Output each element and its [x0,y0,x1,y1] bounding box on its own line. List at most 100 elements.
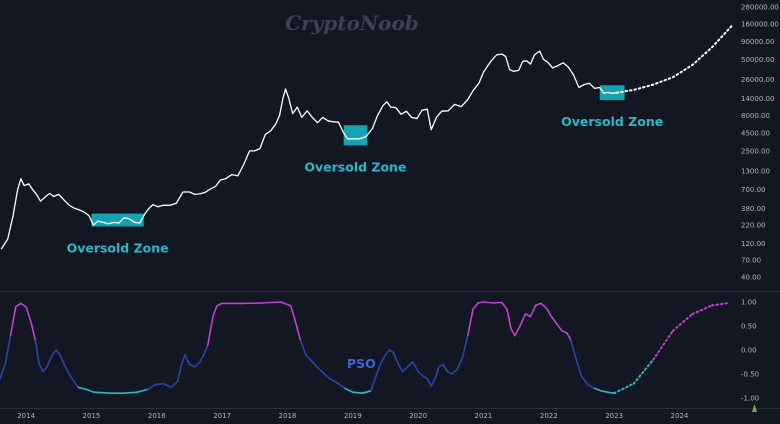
pso-segment-86 [540,302,548,309]
year-tick-2019: 2019 [344,412,362,420]
pso-segment-68 [442,363,449,373]
pso-segment-76 [482,301,495,304]
pso-segment-77 [492,301,503,304]
pso-segment-69 [446,370,453,375]
year-tick-2014: 2014 [17,412,35,420]
oversold-zone-label-2: Oversold Zone [304,159,406,174]
pso-tick-3: -0.50 [741,371,759,379]
price-tick-3: 50000.00 [741,56,774,64]
pso-segment-40 [289,304,297,323]
pso-tick-0: 1.00 [741,299,757,307]
pso-segment-93 [575,358,583,378]
pso-segment-64 [426,377,433,387]
year-tick-2021: 2021 [475,412,493,420]
pso-segment-58 [397,363,404,373]
pso-segment-83 [524,313,532,318]
price-line [0,50,617,250]
pso-projection-segment-1 [632,358,655,385]
pso-segment-13 [59,353,67,368]
pso-segment-10 [46,353,54,368]
pso-segment-60 [406,361,414,368]
pso-segment-73 [466,308,474,337]
pso-segment-87 [545,306,553,318]
pso-segment-20 [123,391,138,395]
pso-segment-6 [30,322,37,342]
price-projection-line [615,25,733,94]
pso-segment-15 [71,377,80,389]
pso-segment-35 [216,302,223,307]
pso-segment-70 [451,368,459,375]
pso-segment-47 [329,377,340,385]
pso-segment-0 [0,363,6,380]
pso-segment-32 [203,344,209,356]
watermark: CryptoNoob [285,11,419,35]
pso-segment-46 [322,372,331,380]
pso-projection-segment-5 [711,302,730,307]
pso-segment-34 [212,304,218,318]
pso-segment-98 [606,391,615,395]
pso-segment-2 [9,305,17,337]
pso-segment-4 [20,302,27,308]
price-tick-12: 220.00 [741,222,766,230]
oversold-zone-box-2 [343,125,368,146]
pso-segment-90 [561,329,568,335]
pso-segment-50 [351,391,364,395]
pso-segment-80 [510,327,516,337]
pso-segment-54 [379,353,387,366]
price-tick-13: 120.00 [741,240,766,248]
oversold-zone-box-1 [91,213,144,227]
price-tick-11: 380.00 [741,205,766,213]
pso-segment-84 [529,304,537,318]
pso-segment-55 [384,349,391,356]
pso-segment-24 [162,382,172,389]
pso-segment-72 [461,334,469,359]
price-tick-9: 1300.00 [741,167,770,175]
pso-segment-78 [500,301,508,311]
pso-segment-27 [180,353,186,366]
pso-segment-30 [193,361,201,368]
price-tick-10: 700.00 [741,186,766,194]
pso-segment-66 [434,365,440,380]
pso-segment-12 [55,349,61,356]
pso-segment-42 [299,339,307,356]
tree-icon [752,404,757,412]
pso-segment-71 [456,356,464,371]
pso-segment-97 [600,389,609,394]
pso-segment-62 [417,370,425,378]
pso-segment-43 [304,353,312,361]
pso-segment-18 [93,391,112,395]
pso-segment-17 [85,388,95,394]
pso-segment-29 [188,363,196,368]
price-tick-5: 14000.00 [741,95,774,103]
price-tick-2: 90000.00 [741,38,774,46]
year-tick-2018: 2018 [279,412,297,420]
price-tick-1: 160000.00 [741,21,779,29]
price-tick-8: 2500.00 [741,147,770,155]
year-tick-2017: 2017 [213,412,231,420]
pso-segment-48 [337,382,346,390]
pso-tick-4: -1.00 [741,395,759,403]
pso-segment-81 [513,325,521,337]
pso-segment-22 [146,383,157,391]
pso-segment-41 [294,320,302,342]
price-tick-6: 8000.00 [741,112,770,120]
pso-segment-21 [136,388,149,394]
pso-segment-23 [154,382,165,386]
pso-segment-65 [430,377,436,387]
pso-segment-39 [280,301,292,307]
price-tick-4: 26000.00 [741,76,774,84]
pso-segment-49 [344,387,354,394]
pso-segment-16 [77,386,87,391]
pso-segment-88 [550,315,558,325]
pso-projection-segment-4 [691,304,714,315]
pso-segment-94 [580,375,589,386]
pso-segment-52 [370,377,376,392]
pso-segment-3 [14,302,22,308]
pso-segment-59 [401,365,409,373]
pso-segment-91 [566,332,572,342]
pso-segment-25 [170,380,179,389]
pso-segment-5 [25,305,33,325]
year-tick-2024: 2024 [671,412,689,420]
